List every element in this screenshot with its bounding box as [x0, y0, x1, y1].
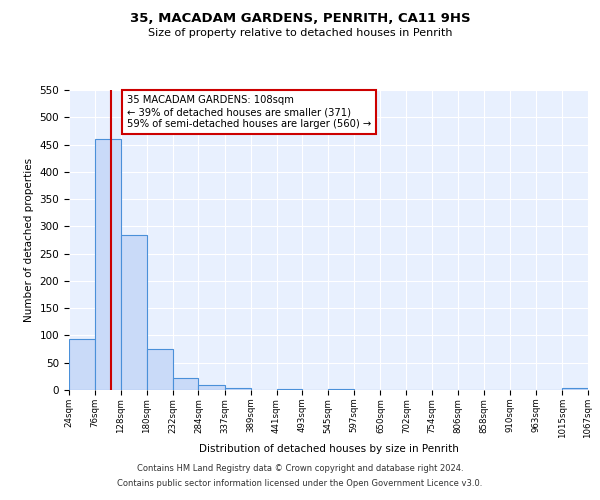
Text: 35, MACADAM GARDENS, PENRITH, CA11 9HS: 35, MACADAM GARDENS, PENRITH, CA11 9HS	[130, 12, 470, 26]
Bar	[173, 378, 199, 390]
Bar	[225, 388, 251, 390]
Text: 35 MACADAM GARDENS: 108sqm
← 39% of detached houses are smaller (371)
59% of sem: 35 MACADAM GARDENS: 108sqm ← 39% of deta…	[127, 96, 371, 128]
Bar	[146, 348, 173, 390]
Bar	[199, 385, 225, 390]
Bar	[562, 388, 588, 390]
Bar	[95, 139, 121, 390]
Bar	[277, 389, 302, 390]
X-axis label: Distribution of detached houses by size in Penrith: Distribution of detached houses by size …	[199, 444, 458, 454]
Text: Contains HM Land Registry data © Crown copyright and database right 2024.: Contains HM Land Registry data © Crown c…	[137, 464, 463, 473]
Y-axis label: Number of detached properties: Number of detached properties	[24, 158, 34, 322]
Bar	[121, 234, 146, 390]
Text: Contains public sector information licensed under the Open Government Licence v3: Contains public sector information licen…	[118, 479, 482, 488]
Text: Size of property relative to detached houses in Penrith: Size of property relative to detached ho…	[148, 28, 452, 38]
Bar	[69, 340, 95, 390]
